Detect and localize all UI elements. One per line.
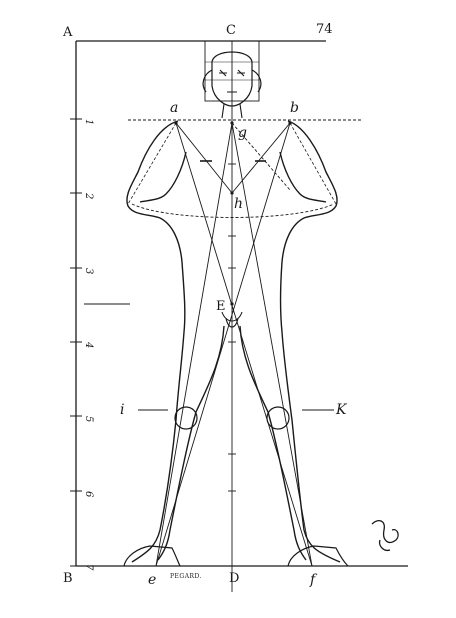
label-e: e — [148, 572, 156, 588]
handwritten-mark — [371, 519, 399, 552]
neck — [221, 103, 243, 119]
label-C: C — [226, 23, 236, 38]
label-f: f — [309, 572, 318, 588]
left-eye — [219, 69, 227, 77]
scale-number-7: 7 — [83, 564, 94, 571]
page-number: 74 — [316, 22, 333, 37]
pelvis-detail — [221, 311, 243, 328]
diagonal-a-hip — [127, 122, 177, 205]
point-dots — [174, 121, 292, 306]
left-knee-circle — [174, 406, 198, 430]
right-knee-circle — [266, 406, 290, 430]
inner-left-leg — [157, 325, 225, 561]
scale-number-3: 3 — [83, 268, 94, 274]
point-h-dot — [230, 191, 234, 195]
line-b-h — [231, 122, 291, 194]
line-a-f — [175, 122, 313, 567]
point-g-dot — [230, 121, 234, 125]
face-outline — [211, 51, 253, 107]
axis-ticks — [228, 163, 236, 492]
line-g-f — [231, 122, 313, 567]
diagonal-b-hip — [289, 122, 337, 205]
scale-ticks — [70, 118, 130, 567]
inner-right-leg — [239, 325, 307, 561]
label-h: h — [234, 196, 243, 212]
point-e-dot — [230, 302, 234, 306]
line-a-h — [175, 122, 233, 194]
head-box — [204, 40, 260, 102]
label-K: K — [335, 402, 348, 418]
label-B: B — [63, 571, 73, 586]
head — [202, 40, 262, 119]
label-g: g — [238, 125, 247, 141]
scale-number-5: 5 — [83, 416, 94, 422]
arm-arc — [131, 203, 335, 218]
label-A: A — [62, 25, 73, 40]
line-g-e — [155, 122, 233, 567]
scale-number-4: 4 — [83, 341, 94, 348]
label-i: i — [120, 402, 124, 418]
point-a-dot — [174, 121, 178, 125]
hair-left — [202, 69, 213, 93]
label-b: b — [290, 100, 299, 116]
left-body-contour — [126, 120, 186, 563]
right-foot — [287, 545, 349, 567]
engraver-signature: PEGARD. — [170, 573, 202, 580]
left-foot — [123, 545, 181, 567]
scale-number-6: 6 — [83, 491, 94, 498]
label-E: E — [216, 299, 226, 314]
hair-right — [251, 69, 262, 93]
right-inner-arm — [279, 151, 327, 203]
point-b-dot — [288, 121, 292, 125]
label-a: a — [170, 100, 178, 116]
construction-lines — [155, 122, 313, 567]
right-body-contour — [279, 120, 341, 563]
label-D: D — [229, 571, 239, 586]
line-b-e — [155, 122, 291, 567]
right-eye — [237, 69, 245, 77]
scale-number-1: 1 — [83, 119, 94, 125]
scale-number-2: 2 — [83, 192, 94, 199]
left-inner-arm — [139, 151, 187, 203]
